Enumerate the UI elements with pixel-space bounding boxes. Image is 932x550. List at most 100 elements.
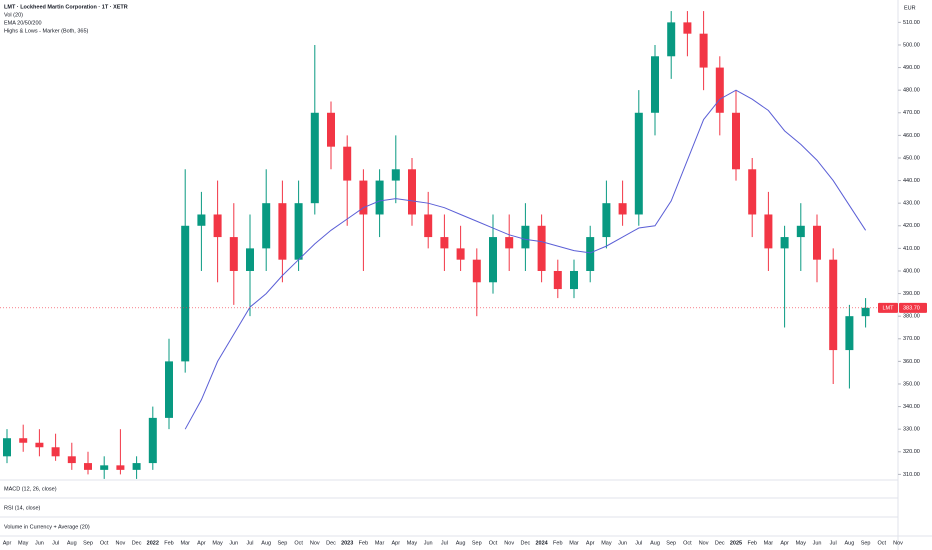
candle-body	[796, 225, 805, 238]
y-tick-label: 460.00	[903, 133, 920, 139]
x-tick-label: Oct	[489, 540, 498, 546]
candle-body	[359, 180, 368, 215]
candle-body	[262, 203, 271, 249]
candle-body	[586, 237, 595, 271]
candle-body	[472, 259, 481, 283]
x-tick-label: Jun	[618, 540, 627, 546]
x-tick-label: May	[601, 540, 612, 546]
x-tick-label: Apr	[780, 540, 789, 546]
y-tick-label: 490.00	[903, 65, 920, 71]
x-tick-label: Aug	[650, 540, 660, 546]
x-tick-label: Feb	[553, 540, 562, 546]
indicator-label: EMA 20/50/200	[4, 20, 42, 26]
candle-body	[764, 214, 773, 249]
x-tick-label: Apr	[3, 540, 12, 546]
y-tick-label: 380.00	[903, 314, 920, 320]
x-tick-label: Sep	[666, 540, 676, 546]
x-tick-label: Jul	[635, 540, 642, 546]
y-tick-label: 310.00	[903, 472, 920, 478]
indicator-label: Vol (20)	[4, 12, 23, 18]
x-tick-label: Mar	[569, 540, 579, 546]
x-tick-label: Apr	[586, 540, 595, 546]
candle-body	[229, 237, 238, 271]
candle-body	[132, 463, 141, 470]
x-tick-label: Jul	[830, 540, 837, 546]
x-tick-label: Jul	[441, 540, 448, 546]
x-tick-label: Sep	[83, 540, 93, 546]
x-tick-label: Nov	[504, 540, 514, 546]
candle-body	[310, 112, 319, 204]
x-tick-label: Feb	[359, 540, 368, 546]
candle-body	[19, 438, 28, 443]
y-tick-label: 470.00	[903, 110, 920, 116]
pane-label: RSI (14, close)	[4, 505, 41, 511]
candle-body	[148, 417, 157, 464]
x-tick-label: Sep	[472, 540, 482, 546]
last-price-label: 383.70	[903, 305, 920, 311]
y-tick-label: 420.00	[903, 223, 920, 229]
y-tick-label: 480.00	[903, 88, 920, 94]
candle-body	[343, 146, 352, 181]
y-tick-label: 440.00	[903, 178, 920, 184]
last-price-label-box	[899, 302, 927, 313]
x-tick-label: May	[18, 540, 29, 546]
candle-body	[634, 112, 643, 215]
candle-body	[375, 180, 384, 215]
x-tick-label: May	[796, 540, 807, 546]
candle-body	[246, 248, 254, 271]
candle-body	[197, 214, 206, 226]
x-tick-label: Mar	[764, 540, 774, 546]
candle-body	[424, 214, 433, 238]
pane-label: MACD (12, 26, close)	[4, 486, 57, 492]
y-tick-label: 320.00	[903, 449, 920, 455]
x-tick-label: Jul	[52, 540, 59, 546]
x-tick-label: Aug	[67, 540, 77, 546]
x-tick-label: Oct	[683, 540, 692, 546]
y-tick-label: 510.00	[903, 20, 920, 26]
x-tick-label: Oct	[100, 540, 109, 546]
x-tick-label: Jun	[35, 540, 44, 546]
pane-label: Volume in Currency + Average (20)	[4, 524, 90, 530]
candle-body	[861, 307, 870, 317]
y-tick-label: 500.00	[903, 42, 920, 48]
candle-body	[553, 270, 562, 290]
y-tick-label: 450.00	[903, 155, 920, 161]
candle-body	[521, 225, 530, 249]
y-tick-label: 430.00	[903, 201, 920, 207]
candle-body	[84, 463, 92, 470]
candle-body	[618, 203, 627, 215]
x-tick-label: Mar	[375, 540, 385, 546]
candle-body	[165, 361, 173, 418]
candle-body	[67, 456, 76, 464]
candle-body	[651, 56, 659, 113]
ema-line	[184, 89, 867, 430]
x-tick-label: Aug	[845, 540, 855, 546]
candle-body	[732, 112, 740, 170]
x-tick-label: May	[212, 540, 223, 546]
x-tick-label: Oct	[294, 540, 303, 546]
candle-body	[456, 248, 465, 260]
candle-body	[813, 225, 821, 260]
x-tick-label: Nov	[699, 540, 709, 546]
candle-body	[213, 214, 222, 238]
chart-title: LMT · Lockheed Martin Corporation · 1T ·…	[4, 4, 128, 10]
x-tick-label: 2022	[147, 540, 159, 546]
y-tick-label: 410.00	[903, 246, 920, 252]
y-tick-label: 340.00	[903, 404, 920, 410]
x-tick-label: Jun	[229, 540, 238, 546]
y-tick-label: 400.00	[903, 268, 920, 274]
candle-body	[748, 169, 757, 215]
x-tick-label: Sep	[278, 540, 288, 546]
candle-body	[537, 225, 546, 271]
y-tick-label: 390.00	[903, 291, 920, 297]
x-tick-label: 2025	[730, 540, 742, 546]
candle-body	[408, 169, 416, 215]
candle-body	[391, 169, 400, 181]
x-tick-label: 2024	[535, 540, 548, 546]
x-tick-label: Sep	[861, 540, 871, 546]
x-tick-label: Aug	[261, 540, 271, 546]
candle-body	[505, 237, 514, 249]
candle-body	[100, 465, 109, 470]
candle-body	[294, 203, 303, 260]
